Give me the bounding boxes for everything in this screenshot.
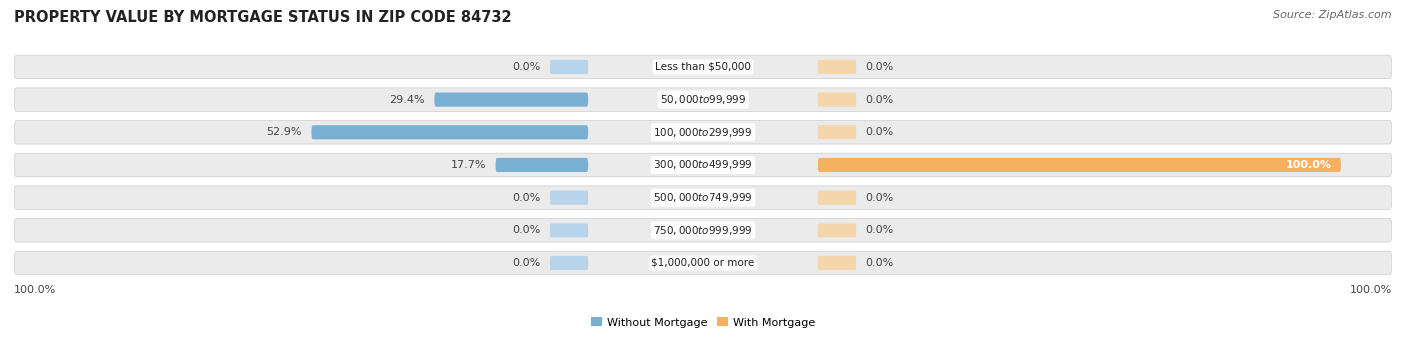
Text: 17.7%: 17.7% <box>450 160 486 170</box>
FancyBboxPatch shape <box>818 223 856 237</box>
FancyBboxPatch shape <box>818 158 1341 172</box>
Text: Less than $50,000: Less than $50,000 <box>655 62 751 72</box>
FancyBboxPatch shape <box>818 92 856 107</box>
FancyBboxPatch shape <box>312 125 588 139</box>
Text: $50,000 to $99,999: $50,000 to $99,999 <box>659 93 747 106</box>
Text: 100.0%: 100.0% <box>14 285 56 295</box>
FancyBboxPatch shape <box>818 256 856 270</box>
FancyBboxPatch shape <box>14 251 1392 275</box>
Text: $500,000 to $749,999: $500,000 to $749,999 <box>654 191 752 204</box>
Text: 0.0%: 0.0% <box>866 127 894 137</box>
FancyBboxPatch shape <box>14 219 1392 242</box>
FancyBboxPatch shape <box>14 153 1392 177</box>
Text: 0.0%: 0.0% <box>866 225 894 235</box>
Text: 0.0%: 0.0% <box>512 258 540 268</box>
FancyBboxPatch shape <box>495 158 588 172</box>
Text: $1,000,000 or more: $1,000,000 or more <box>651 258 755 268</box>
FancyBboxPatch shape <box>818 125 856 139</box>
FancyBboxPatch shape <box>434 92 588 107</box>
FancyBboxPatch shape <box>550 60 588 74</box>
Text: $750,000 to $999,999: $750,000 to $999,999 <box>654 224 752 237</box>
FancyBboxPatch shape <box>14 120 1392 144</box>
FancyBboxPatch shape <box>818 60 856 74</box>
FancyBboxPatch shape <box>14 88 1392 112</box>
Text: $100,000 to $299,999: $100,000 to $299,999 <box>654 126 752 139</box>
Text: 0.0%: 0.0% <box>512 225 540 235</box>
Text: 0.0%: 0.0% <box>866 95 894 105</box>
Text: 0.0%: 0.0% <box>512 62 540 72</box>
Text: $300,000 to $499,999: $300,000 to $499,999 <box>654 158 752 171</box>
Text: PROPERTY VALUE BY MORTGAGE STATUS IN ZIP CODE 84732: PROPERTY VALUE BY MORTGAGE STATUS IN ZIP… <box>14 10 512 25</box>
Legend: Without Mortgage, With Mortgage: Without Mortgage, With Mortgage <box>586 313 820 332</box>
Text: 0.0%: 0.0% <box>866 258 894 268</box>
Text: 29.4%: 29.4% <box>389 95 425 105</box>
FancyBboxPatch shape <box>818 191 856 205</box>
FancyBboxPatch shape <box>550 256 588 270</box>
Text: 0.0%: 0.0% <box>512 193 540 203</box>
FancyBboxPatch shape <box>550 191 588 205</box>
Text: Source: ZipAtlas.com: Source: ZipAtlas.com <box>1274 10 1392 20</box>
Text: 52.9%: 52.9% <box>266 127 302 137</box>
Text: 0.0%: 0.0% <box>866 62 894 72</box>
Text: 100.0%: 100.0% <box>1350 285 1392 295</box>
Text: 100.0%: 100.0% <box>1285 160 1331 170</box>
Text: 0.0%: 0.0% <box>866 193 894 203</box>
FancyBboxPatch shape <box>14 186 1392 209</box>
FancyBboxPatch shape <box>14 55 1392 79</box>
FancyBboxPatch shape <box>550 223 588 237</box>
